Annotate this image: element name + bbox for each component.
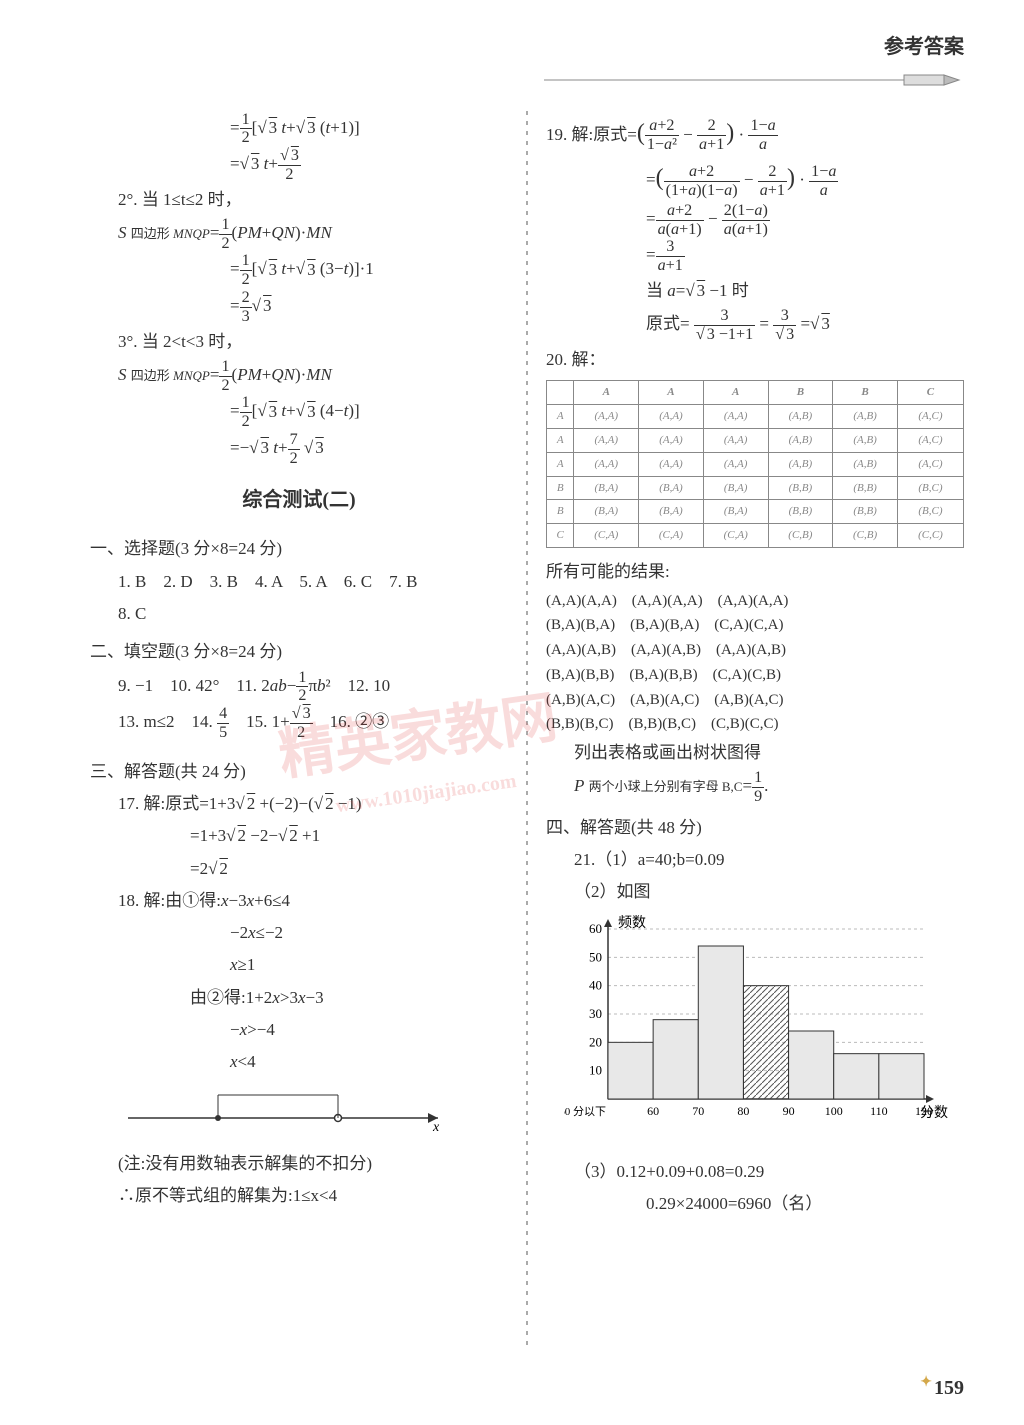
page-number: 159 bbox=[920, 1371, 964, 1405]
svg-text:90: 90 bbox=[783, 1104, 795, 1118]
mc-answers: 1. B 2. D 3. B 4. A 5. A 6. C 7. B bbox=[90, 566, 508, 598]
number-line: x bbox=[118, 1083, 458, 1144]
q21-1: 21.（1）a=40;b=0.09 bbox=[546, 844, 964, 876]
svg-text:20: 20 bbox=[589, 1034, 602, 1049]
prob-result: P 两个小球上分别有字母 B,C=19. bbox=[546, 769, 964, 806]
right-column: 19. 解:原式=(a+21−a² − 2a+1) · 1−aa =(a+2(1… bbox=[528, 111, 964, 1351]
eq: S 四边形 MNQP=12(PM+QN)·MN bbox=[90, 358, 508, 395]
svg-text:120: 120 bbox=[915, 1104, 933, 1118]
q18: x≥1 bbox=[90, 949, 508, 981]
svg-text:70: 70 bbox=[692, 1104, 704, 1118]
q17: =1+3√2 −2−√2 +1 bbox=[90, 820, 508, 852]
section-3: 三、解答题(共 24 分) bbox=[90, 756, 508, 788]
left-column: =12[√3 t+√3 (t+1)] =√3 t+√32 2°. 当 1≤t≤2… bbox=[90, 111, 526, 1351]
q18: 由②得:1+2x>3x−3 bbox=[90, 982, 508, 1014]
outcomes-list: (A,A)(A,A) (A,A)(A,A) (A,A)(A,A)(B,A)(B,… bbox=[546, 589, 964, 738]
pencil-divider bbox=[90, 68, 964, 99]
q20: 20. 解： bbox=[546, 344, 964, 376]
q19: =a+2a(a+1) − 2(1−a)a(a+1) bbox=[546, 202, 964, 239]
q17: =2√2 bbox=[90, 853, 508, 885]
case-label: 3°. 当 2<t<3 时， bbox=[90, 326, 508, 358]
test-title: 综合测试(二) bbox=[90, 481, 508, 519]
q18: x<4 bbox=[90, 1046, 508, 1078]
q17: 17. 解:原式=1+3√2 +(−2)−(√2 −1) bbox=[90, 788, 508, 820]
svg-text:80: 80 bbox=[737, 1104, 749, 1118]
eq: =12[√3 t+√3 (4−t)] bbox=[90, 394, 508, 431]
fill-answers: 9. −1 10. 42° 11. 2ab−12πb² 12. 10 bbox=[90, 669, 508, 706]
section-2: 二、填空题(3 分×8=24 分) bbox=[90, 636, 508, 668]
q18: −2x≤−2 bbox=[90, 917, 508, 949]
page-header: 参考答案 bbox=[90, 30, 964, 64]
eq: =23√3 bbox=[90, 289, 508, 326]
svg-text:60 分以下: 60 分以下 bbox=[564, 1105, 606, 1118]
case-label: 2°. 当 1≤t≤2 时， bbox=[90, 184, 508, 216]
q19-result: 原式= 3√3 −1+1 = 3√3 =√3 bbox=[546, 307, 964, 344]
section-4: 四、解答题(共 48 分) bbox=[546, 812, 964, 844]
svg-text:x: x bbox=[432, 1120, 440, 1133]
q18: 18. 解:由①得:x−3x+6≤4 bbox=[90, 885, 508, 917]
svg-text:40: 40 bbox=[589, 977, 602, 992]
eq: S 四边形 MNQP=12(PM+QN)·MN bbox=[90, 216, 508, 253]
histogram-chart: 102030405060频数分数6070809010011012060 分以下 bbox=[564, 915, 964, 1156]
tree-note: 列出表格或画出树状图得 bbox=[546, 737, 964, 769]
q21-3b: 0.29×24000=6960（名） bbox=[546, 1188, 964, 1220]
svg-text:10: 10 bbox=[589, 1062, 602, 1077]
note: (注:没有用数轴表示解集的不扣分) bbox=[90, 1148, 508, 1180]
conclusion: ∴原不等式组的解集为:1≤x<4 bbox=[90, 1180, 508, 1212]
q21-2: （2）如图 bbox=[546, 876, 964, 908]
svg-text:110: 110 bbox=[870, 1104, 888, 1118]
content-columns: =12[√3 t+√3 (t+1)] =√3 t+√32 2°. 当 1≤t≤2… bbox=[90, 111, 964, 1351]
svg-text:100: 100 bbox=[825, 1104, 843, 1118]
q18: −x>−4 bbox=[90, 1014, 508, 1046]
svg-text:60: 60 bbox=[647, 1104, 659, 1118]
svg-text:频数: 频数 bbox=[618, 915, 646, 931]
svg-text:60: 60 bbox=[589, 921, 602, 936]
mc-answers: 8. C bbox=[90, 598, 508, 630]
eq: =−√3 t+72 √3 bbox=[90, 431, 508, 468]
probability-table: AAABBCA(A,A)(A,A)(A,A)(A,B)(A,B)(A,C)A(A… bbox=[546, 380, 964, 548]
fill-answers: 13. m≤2 14. 45 15. 1+√32 16. ②③ bbox=[90, 705, 508, 742]
q19: =(a+2(1+a)(1−a) − 2a+1) · 1−aa bbox=[546, 156, 964, 202]
svg-text:50: 50 bbox=[589, 949, 602, 964]
eq: =√3 t+√32 bbox=[90, 147, 508, 184]
svg-text:30: 30 bbox=[589, 1006, 602, 1021]
eq: =12[√3 t+√3 (3−t)]·1 bbox=[90, 252, 508, 289]
outcomes-label: 所有可能的结果: bbox=[546, 556, 964, 588]
eq: =12[√3 t+√3 (t+1)] bbox=[90, 111, 508, 148]
q21-3a: （3）0.12+0.09+0.08=0.29 bbox=[546, 1156, 964, 1188]
section-1: 一、选择题(3 分×8=24 分) bbox=[90, 533, 508, 565]
q19: =3a+1 bbox=[546, 238, 964, 275]
q19: 19. 解:原式=(a+21−a² − 2a+1) · 1−aa bbox=[546, 111, 964, 157]
q19-when: 当 a=√3 −1 时 bbox=[546, 275, 964, 307]
